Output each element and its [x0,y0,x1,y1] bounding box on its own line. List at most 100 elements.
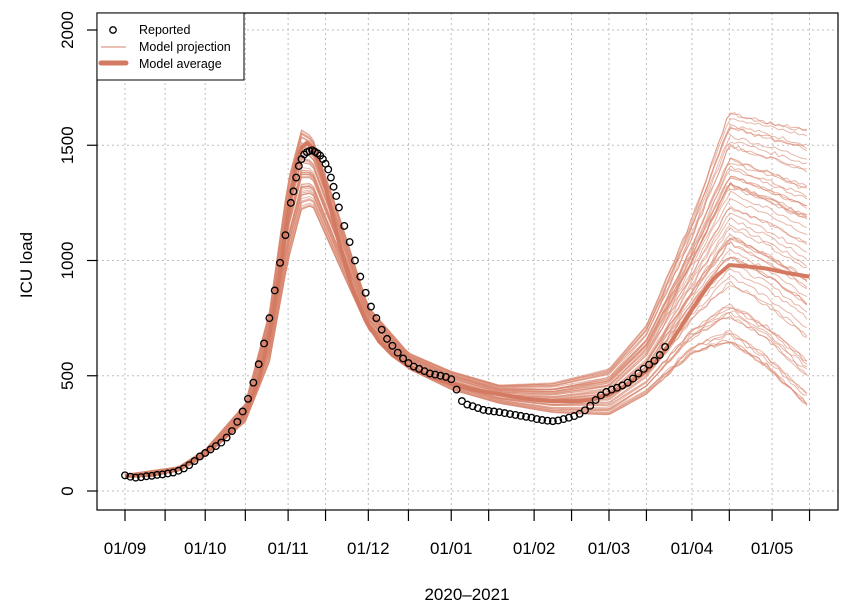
reported-point [292,173,301,182]
reported-point [254,360,263,369]
reported-point [153,470,162,479]
reported-point [222,433,231,442]
reported-point [356,272,365,281]
reported-point [158,470,167,479]
legend-reported-marker [109,26,117,34]
x-tick-label: 01/11 [267,539,308,558]
reported-point [543,416,552,425]
reported-point [425,369,434,378]
reported-point [532,415,541,424]
reported-point [431,370,440,379]
reported-point [260,339,268,348]
y-tick-label: 1000 [58,242,77,280]
reported-point [195,452,204,461]
reported-point [393,348,402,357]
model-projection-line [124,158,808,477]
reported-point [575,409,584,418]
y-tick-label: 2000 [58,11,77,49]
x-tick-label: 01/05 [751,539,794,558]
reported-point [121,471,129,480]
reported-point [597,391,605,400]
reported-point [211,442,220,451]
reported-point [377,325,386,334]
legend-label-average: Model average [139,57,222,71]
reported-point [345,238,354,247]
reported-point [522,412,531,421]
reported-point [548,417,557,426]
reported-point [276,258,285,267]
reported-point [655,351,664,359]
model-projection-line [124,123,808,476]
reported-point [404,359,413,368]
y-tick-label: 1500 [58,126,77,164]
reported-point [463,400,472,409]
model-projection-line [124,199,808,478]
reported-point [163,469,172,478]
reported-point [452,385,461,394]
grid-lines [97,13,838,510]
reported-point [326,173,335,182]
y-tick-label: 500 [58,362,77,390]
reported-point [169,468,178,477]
reported-point [238,407,247,416]
reported-point [591,396,600,404]
x-axis-label: 2020–2021 [424,585,509,604]
reported-point [436,371,445,380]
model-projection-line [124,127,808,476]
model-projection-line [124,205,808,479]
y-tick-label: 0 [58,486,77,495]
reported-point [516,411,525,420]
reported-point [559,415,568,424]
reported-point [185,461,194,470]
reported-point [340,221,349,230]
reported-point [131,473,140,482]
reported-point [623,378,632,387]
reported-point [126,472,135,481]
reported-point [495,408,504,417]
reported-point [607,385,616,394]
reported-point [201,449,210,457]
x-tick-label: 01/12 [347,539,390,558]
reported-point [506,410,515,418]
reported-point [351,256,359,265]
model-projection-lines [124,111,808,479]
reported-point [270,286,279,295]
reported-point [500,409,509,418]
reported-point [468,402,477,411]
reported-point [324,165,333,174]
legend: Reported Model projection Model average [96,12,245,81]
reported-point [367,302,375,311]
reported-point [332,192,341,200]
reported-point [249,378,258,387]
y-axis: 0 500 1000 1500 2000 [58,11,97,496]
legend-label-reported: Reported [139,23,190,37]
model-projection-line [124,126,808,475]
x-axis: 01/09 01/10 01/11 01/12 01/01 01/02 01/03 01/04… [104,510,811,558]
reported-point [244,394,252,403]
reported-point [511,410,520,419]
reported-point [629,374,638,383]
model-projection-line [124,118,808,476]
x-tick-label: 01/10 [184,539,227,558]
reported-point [564,413,573,422]
reported-point [361,288,370,297]
reported-point [661,342,670,351]
reported-point [634,369,643,378]
model-projection-line [124,144,807,476]
x-tick-label: 01/04 [671,539,714,558]
model-projection-line [124,129,808,475]
reported-point [190,457,199,465]
x-tick-label: 01/09 [104,539,147,558]
reported-point [399,354,408,363]
reported-point [484,406,493,415]
reported-point [281,231,290,240]
reported-point [206,445,215,454]
reported-point [147,471,156,480]
reported-point [388,341,397,350]
reported-point [527,413,536,422]
reported-point [372,314,381,323]
reported-point [265,314,274,323]
reported-point [289,187,298,196]
reported-point [334,203,343,212]
